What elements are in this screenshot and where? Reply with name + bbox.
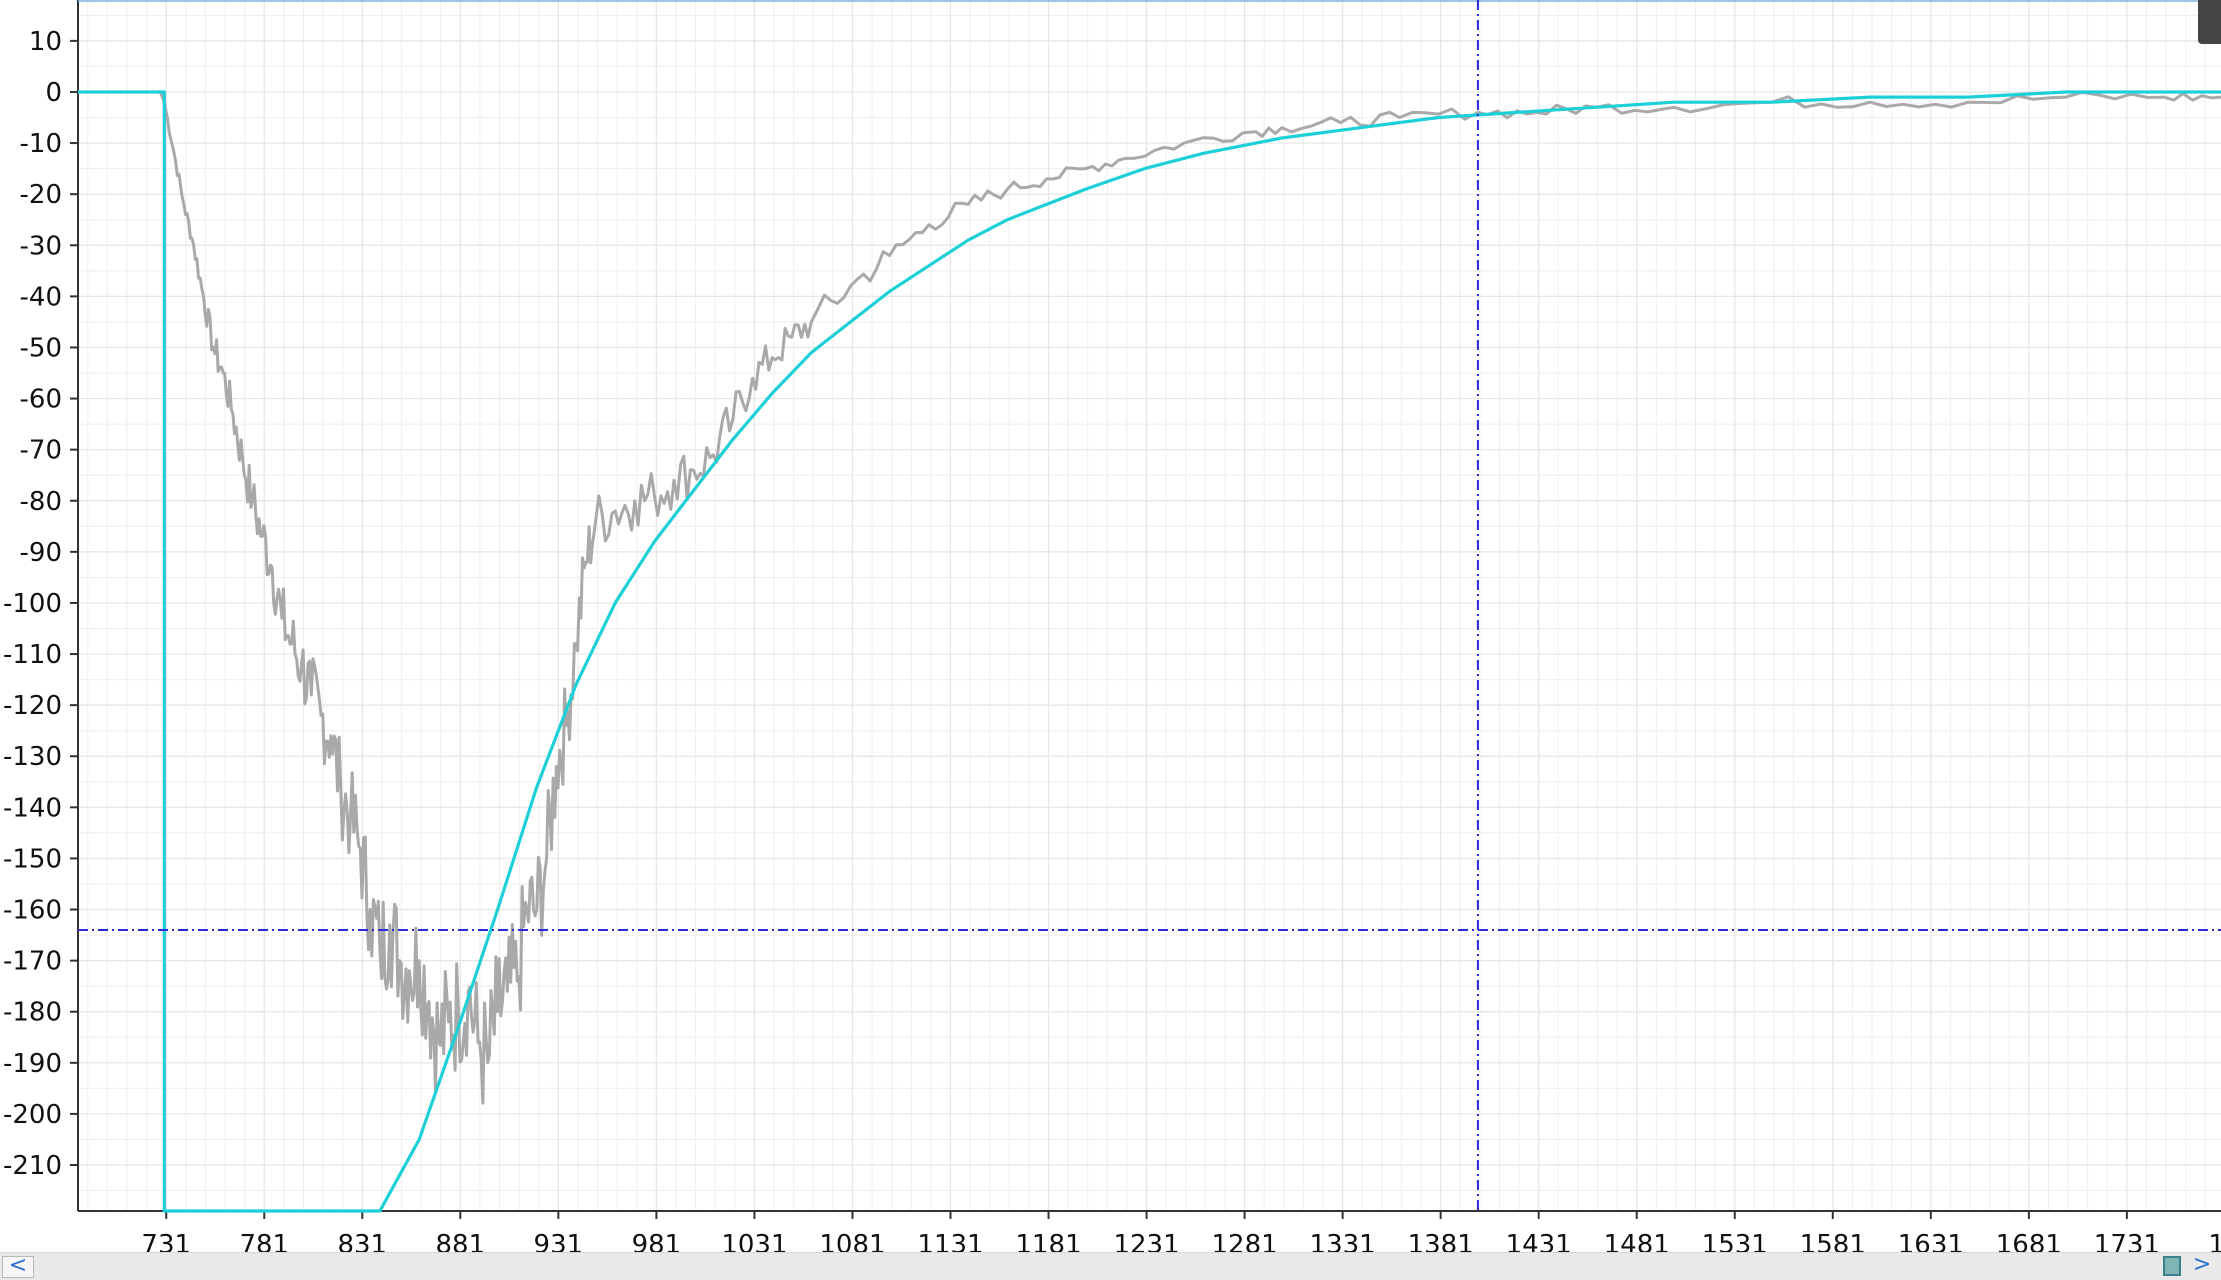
horizontal-scrollbar[interactable]: < > — [0, 1252, 2221, 1280]
panel-handle-icon[interactable] — [2198, 0, 2221, 44]
x-tick-label: 1231 — [1113, 1230, 1179, 1252]
x-tick-label: 1681 — [1996, 1230, 2062, 1252]
x-tick-label: 1281 — [1212, 1230, 1278, 1252]
x-tick-label: 1181 — [1015, 1230, 1081, 1252]
x-tick-label: 1331 — [1310, 1230, 1376, 1252]
y-tick-label: -70 — [20, 436, 62, 466]
y-tick-label: -100 — [3, 589, 62, 619]
scroll-thumb[interactable] — [2163, 1256, 2181, 1276]
y-tick-label: -20 — [20, 180, 62, 210]
y-tick-label: 10 — [29, 27, 62, 57]
axis-layer: 10 0 -10 -20 -30 -40 -50 -60 -70 -80 -90 -100 -110 -1… — [3, 0, 2221, 1260]
x-tick-label: 781 — [239, 1230, 289, 1252]
series-line-1 — [78, 90, 2221, 1105]
y-tick-label: -210 — [3, 1151, 62, 1181]
y-tick-label: 0 — [45, 78, 62, 108]
annotation-layer — [78, 0, 2221, 1211]
x-tick-label: 881 — [436, 1230, 486, 1252]
y-tick-label: -60 — [20, 385, 62, 415]
x-tick-label: 1731 — [2094, 1230, 2160, 1252]
y-tick-label: -160 — [3, 896, 62, 926]
y-tick-label: -120 — [3, 691, 62, 721]
x-tick-label: 1531 — [1702, 1230, 1768, 1252]
y-tick-label: -130 — [3, 742, 62, 772]
x-tick-label: 1381 — [1408, 1230, 1474, 1252]
x-tick-label: 17 — [2208, 1230, 2221, 1252]
series-line-2 — [78, 90, 2221, 1213]
y-tick-label: -140 — [3, 793, 62, 823]
y-tick-label: -40 — [20, 282, 62, 312]
scroll-right-button[interactable]: > — [2192, 1252, 2212, 1277]
y-tick-label: -30 — [20, 231, 62, 261]
y-tick-label: -180 — [3, 998, 62, 1028]
x-tick-label: 1631 — [1898, 1230, 1964, 1252]
x-tick-label: 931 — [534, 1230, 584, 1252]
y-tick-label: -190 — [3, 1049, 62, 1079]
scroll-left-button[interactable]: < — [2, 1255, 34, 1278]
x-tick-label: 1131 — [917, 1230, 983, 1252]
y-tick-label: -10 — [20, 129, 62, 159]
y-tick-label: -50 — [20, 333, 62, 363]
x-tick-label: 1481 — [1604, 1230, 1670, 1252]
x-tick-label: 981 — [632, 1230, 682, 1252]
x-tick-label: 1081 — [819, 1230, 885, 1252]
series-layer — [78, 90, 2221, 1213]
x-tick-label: 1031 — [721, 1230, 787, 1252]
y-tick-label: -170 — [3, 947, 62, 977]
y-tick-label: -200 — [3, 1100, 62, 1130]
y-tick-label: -110 — [3, 640, 62, 670]
y-tick-label: -150 — [3, 844, 62, 874]
x-tick-label: 1581 — [1800, 1230, 1866, 1252]
x-tick-label: 731 — [141, 1230, 191, 1252]
y-tick-label: -80 — [20, 487, 62, 517]
grid-layer — [78, 0, 2221, 1211]
x-tick-label: 831 — [337, 1230, 387, 1252]
x-tick-label: 1431 — [1506, 1230, 1572, 1252]
y-tick-label: -90 — [20, 538, 62, 568]
